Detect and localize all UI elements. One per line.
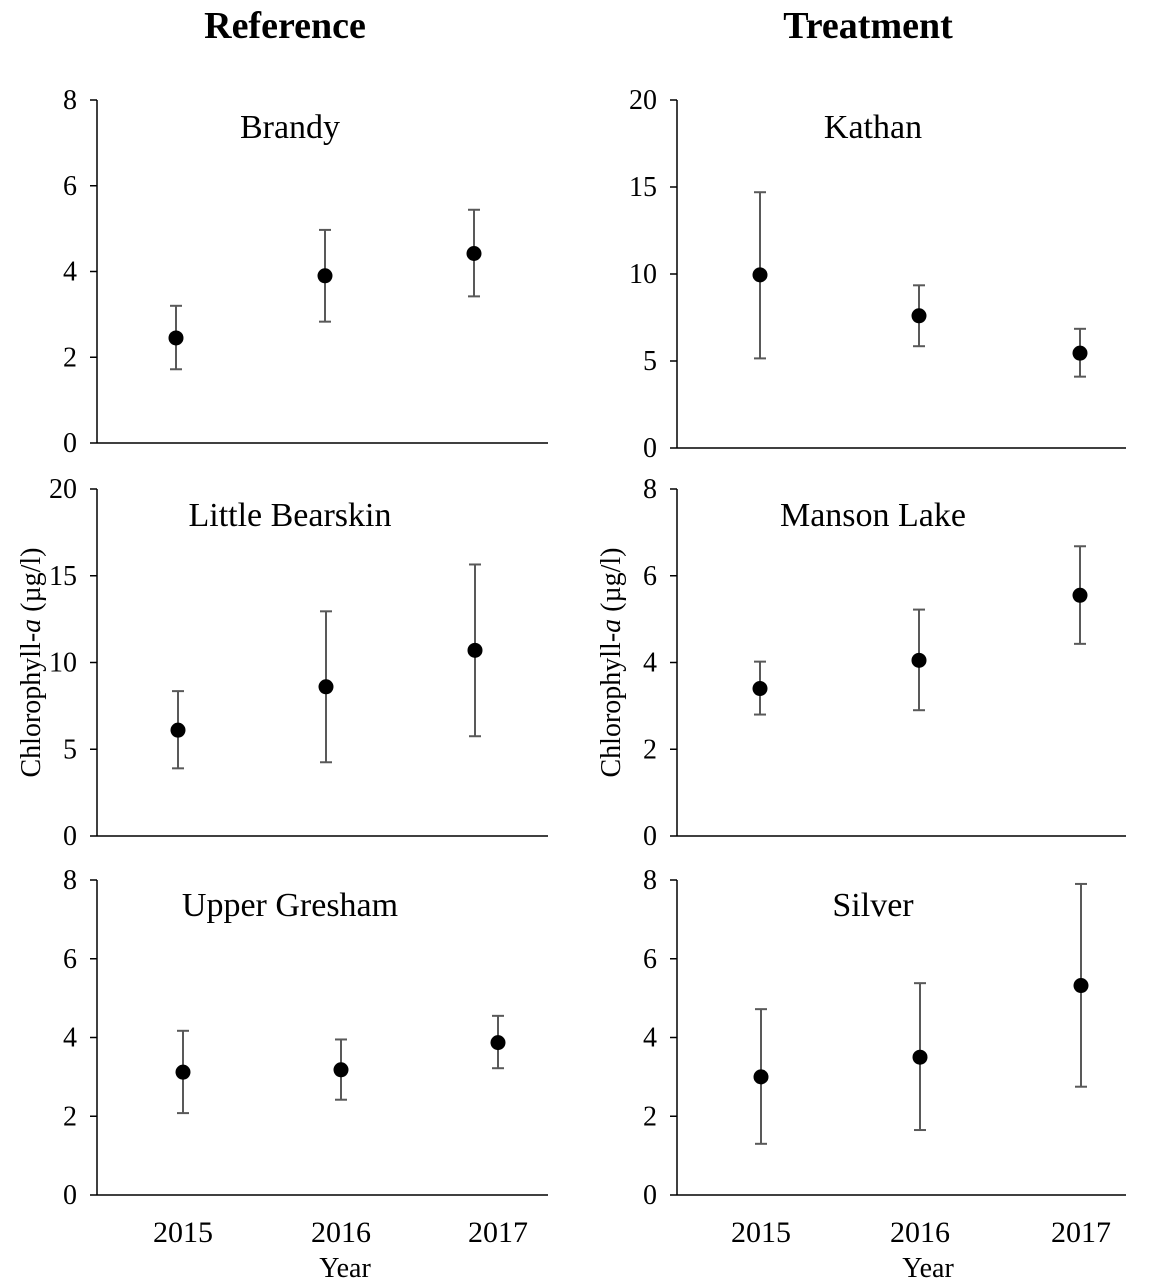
- y-tick-label: 6: [643, 561, 657, 592]
- header-treatment: Treatment: [783, 5, 953, 47]
- panel-title: Silver: [832, 887, 914, 924]
- y-axis-label-prefix: Chlorophyll-: [16, 633, 47, 778]
- data-point: [911, 308, 927, 324]
- y-tick-label: 6: [63, 171, 77, 202]
- panel-title: Little Bearskin: [188, 497, 391, 534]
- y-axis-label-suffix: (µg/l): [16, 547, 47, 618]
- panel-kathan: 0 5 10 15 20 Kathan: [629, 85, 1126, 464]
- y-axis-label: Chlorophyll-a (µg/l): [16, 547, 47, 777]
- y-tick-label: 4: [643, 648, 657, 679]
- x-tick-label: 2015: [153, 1216, 213, 1249]
- data-point: [466, 245, 482, 261]
- y-axis-label-italic: a: [596, 619, 627, 633]
- y-tick-label: 8: [643, 474, 657, 505]
- panel-silver: 0 2 4 6 8 Silver 2015 2016 2017 Year: [643, 865, 1126, 1282]
- y-axis-label-suffix: (µg/l): [596, 547, 627, 618]
- data-point: [912, 1049, 928, 1065]
- y-tick-label: 0: [643, 433, 657, 464]
- y-tick-label: 4: [63, 1023, 77, 1054]
- data-point: [317, 268, 333, 284]
- y-tick-label: 8: [63, 865, 77, 896]
- y-tick-label: 5: [63, 734, 77, 765]
- panel-brandy: 0 2 4 6 8 Brandy: [63, 85, 548, 459]
- y-tick-label: 10: [629, 259, 657, 290]
- y-tick-label: 0: [643, 1180, 657, 1211]
- header-reference: Reference: [204, 5, 366, 47]
- panel-title: Upper Gresham: [182, 887, 398, 924]
- data-point: [467, 642, 483, 658]
- panel-upper-gresham: 0 2 4 6 8 Upper Gresham 2015 2016 2017 Year: [63, 865, 548, 1282]
- panel-title: Brandy: [240, 109, 340, 146]
- y-tick-label: 10: [49, 648, 77, 679]
- y-tick-label: 6: [63, 944, 77, 975]
- y-tick-label: 20: [629, 85, 657, 116]
- y-tick-label: 8: [63, 85, 77, 116]
- panel-little-bearskin: 0 5 10 15 20 Little Bearskin Chlorophyll-a (µg…: [16, 474, 548, 852]
- y-tick-label: 2: [643, 734, 657, 765]
- y-tick-label: 15: [49, 561, 77, 592]
- y-tick-label: 5: [643, 346, 657, 377]
- y-tick-label: 0: [63, 821, 77, 852]
- y-tick-label: 8: [643, 865, 657, 896]
- panel-title: Kathan: [824, 109, 922, 146]
- x-tick-label: 2017: [468, 1216, 528, 1249]
- data-point: [752, 681, 768, 697]
- y-tick-label: 6: [643, 944, 657, 975]
- y-tick-label: 0: [63, 428, 77, 459]
- data-point: [1073, 978, 1089, 994]
- y-axis-label: Chlorophyll-a (µg/l): [596, 547, 627, 777]
- x-axis-label: Year: [902, 1253, 954, 1282]
- data-point: [752, 267, 768, 283]
- data-point: [168, 330, 184, 346]
- panel-title: Manson Lake: [780, 497, 966, 534]
- data-point: [490, 1035, 506, 1051]
- y-tick-label: 4: [643, 1023, 657, 1054]
- x-tick-label: 2016: [311, 1216, 371, 1249]
- data-point: [318, 679, 334, 695]
- data-point: [753, 1069, 769, 1085]
- panels: 02468Brandy05101520Kathan05101520Little …: [16, 85, 1126, 1282]
- data-point: [1072, 587, 1088, 603]
- y-tick-label: 0: [643, 821, 657, 852]
- data-point: [1072, 345, 1088, 361]
- y-tick-label: 4: [63, 257, 77, 288]
- x-tick-label: 2017: [1051, 1216, 1111, 1249]
- data-point: [170, 722, 186, 738]
- y-tick-label: 2: [63, 342, 77, 373]
- data-point: [333, 1062, 349, 1078]
- x-axis-label: Year: [319, 1253, 371, 1282]
- data-point: [175, 1064, 191, 1080]
- y-axis-label-prefix: Chlorophyll-: [596, 633, 627, 778]
- y-tick-label: 2: [63, 1101, 77, 1132]
- y-tick-label: 20: [49, 474, 77, 505]
- x-tick-label: 2016: [890, 1216, 950, 1249]
- x-tick-label: 2015: [731, 1216, 791, 1249]
- y-tick-label: 15: [629, 172, 657, 203]
- panel-manson-lake: 0 2 4 6 8 Manson Lake Chlorophyll-a (µg/l): [596, 474, 1126, 852]
- y-tick-label: 0: [63, 1180, 77, 1211]
- data-point: [911, 652, 927, 668]
- y-axis-label-italic: a: [16, 619, 47, 633]
- y-tick-label: 2: [643, 1101, 657, 1132]
